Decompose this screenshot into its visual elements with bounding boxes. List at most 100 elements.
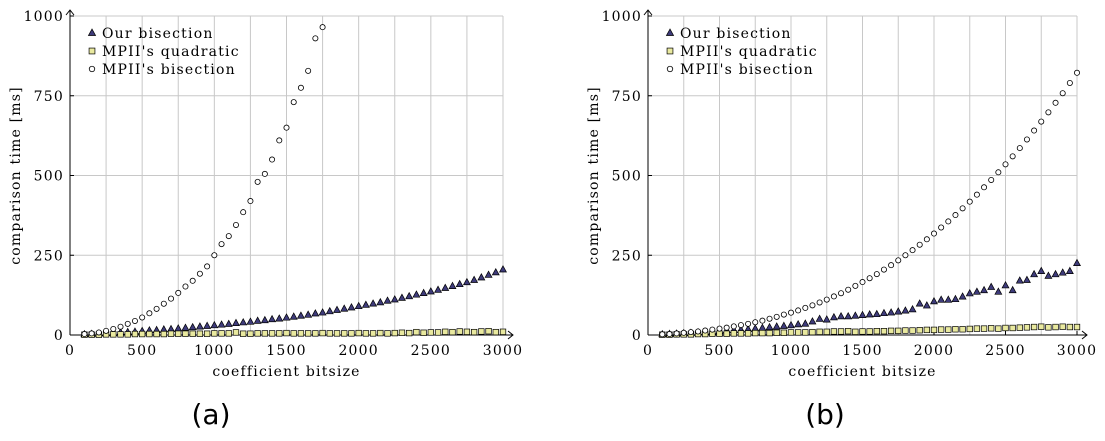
data-point-triangle — [915, 299, 924, 307]
data-point-triangle — [455, 279, 464, 288]
data-point-circle — [659, 331, 666, 338]
series-square — [81, 328, 507, 338]
x-axis-label: coefficient bitsize — [788, 364, 936, 380]
data-point-square — [434, 329, 442, 336]
data-point-circle — [780, 311, 787, 318]
data-point-circle — [1045, 109, 1052, 116]
data-point-square — [319, 329, 326, 337]
data-point-triangle — [369, 299, 378, 307]
y-axis-label: comparison time [ms] — [586, 86, 602, 265]
data-point-triangle — [419, 288, 428, 296]
data-point-circle — [225, 233, 232, 240]
data-point-triangle — [390, 295, 399, 303]
data-point-square — [988, 325, 995, 332]
data-point-circle — [930, 230, 937, 237]
data-point-circle — [254, 178, 261, 185]
data-point-square — [787, 329, 795, 336]
data-point-circle — [1002, 161, 1009, 168]
data-point-square — [167, 330, 175, 337]
data-point-square — [492, 328, 499, 336]
data-point-square — [959, 326, 966, 333]
data-point-triangle — [434, 285, 443, 293]
y-tick-label: 750 — [612, 89, 642, 105]
data-point-square — [837, 328, 845, 335]
data-point-triangle — [865, 310, 874, 318]
data-point-triangle — [477, 273, 486, 281]
data-point-square — [196, 330, 204, 337]
data-point-circle — [966, 198, 973, 205]
y-axis-arrow — [643, 9, 653, 16]
data-point-circle — [852, 282, 859, 289]
data-point-circle — [830, 293, 837, 300]
data-point-triangle — [922, 301, 931, 309]
data-point-triangle — [1008, 285, 1017, 294]
data-point-triangle — [794, 319, 803, 328]
data-point-circle — [211, 252, 218, 259]
data-point-square — [240, 330, 247, 337]
data-point-circle — [269, 156, 276, 163]
data-point-square — [1002, 324, 1009, 332]
data-point-square — [362, 330, 370, 337]
data-point-square — [1016, 324, 1023, 331]
data-point-square — [124, 331, 131, 338]
data-point-triangle — [203, 321, 212, 329]
data-point-circle — [247, 198, 254, 205]
data-point-triangle — [376, 297, 385, 306]
data-point-square — [203, 330, 211, 337]
data-point-square — [1030, 323, 1038, 331]
data-point-triangle — [275, 314, 284, 322]
data-point-square — [716, 330, 723, 337]
data-point-circle — [1023, 136, 1030, 143]
data-point-square — [478, 328, 485, 335]
data-point-circle — [110, 325, 117, 332]
data-point-triangle — [361, 300, 370, 308]
data-point-circle — [888, 262, 895, 269]
data-point-circle — [687, 329, 694, 336]
data-point-square — [153, 330, 160, 338]
data-point-circle — [845, 286, 852, 293]
data-point-triangle — [260, 315, 269, 324]
x-tick-label: 2000 — [338, 343, 378, 359]
data-point-square — [1052, 323, 1059, 331]
data-point-square — [442, 328, 449, 335]
data-point-circle — [816, 299, 823, 306]
data-point-triangle — [289, 312, 298, 320]
data-point-circle — [1066, 79, 1073, 86]
data-point-square — [1045, 324, 1052, 331]
data-point-triangle — [829, 312, 838, 321]
data-point-square — [895, 327, 902, 335]
data-point-triangle — [181, 323, 190, 331]
data-point-square — [823, 328, 830, 335]
data-point-circle — [160, 300, 167, 307]
y-tick-label: 0 — [54, 328, 64, 344]
data-point-circle — [666, 331, 673, 338]
data-point-square — [887, 327, 895, 335]
data-point-triangle — [980, 285, 989, 294]
data-point-triangle — [908, 304, 917, 313]
data-point-circle — [752, 319, 759, 326]
data-point-square — [809, 328, 816, 336]
data-point-triangle — [268, 314, 277, 323]
data-point-square — [463, 328, 471, 335]
data-point-circle — [276, 137, 283, 144]
data-point-square — [297, 330, 305, 337]
data-point-circle — [988, 176, 995, 183]
data-point-circle — [103, 327, 110, 334]
data-point-triangle — [1051, 269, 1060, 278]
figure-b: 0 500 1000 1500 2000 2500 3000 0 250 500 750 1000 co… — [553, 0, 1105, 441]
data-point-circle — [297, 84, 304, 91]
data-point-square — [499, 328, 507, 335]
data-point-triangle — [1037, 266, 1046, 274]
legend-label: MPII's bisection — [680, 62, 814, 78]
grid — [69, 15, 504, 336]
data-point-circle — [859, 279, 866, 286]
data-point-triangle — [253, 316, 262, 324]
data-point-circle — [153, 305, 160, 312]
data-point-square — [873, 328, 880, 335]
data-point-circle — [305, 67, 312, 74]
data-point-triangle — [851, 311, 860, 319]
data-point-square — [384, 330, 391, 337]
data-point-triangle — [1001, 281, 1010, 289]
data-point-square — [795, 329, 802, 336]
data-point-circle — [981, 184, 988, 191]
